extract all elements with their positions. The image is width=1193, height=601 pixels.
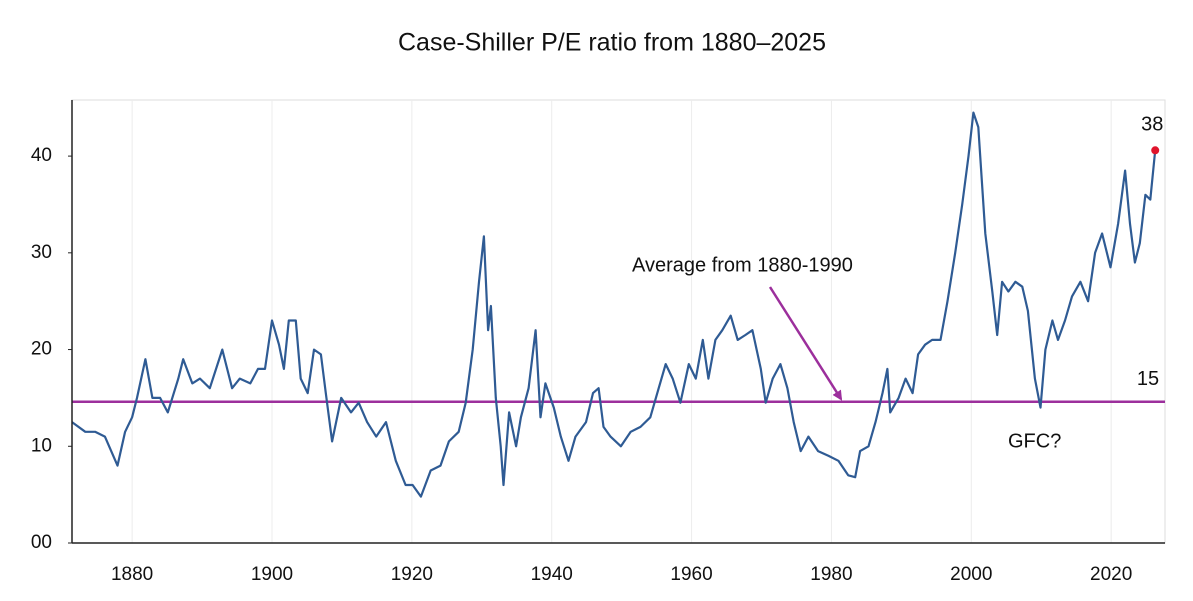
x-tick-label: 1940 [531, 564, 573, 585]
x-tick-label: 1900 [251, 564, 293, 585]
end-label: 38 [1141, 114, 1163, 136]
reference: 15 [72, 368, 1165, 404]
end-marker [1151, 146, 1160, 155]
plot-frame [71, 99, 1166, 544]
annotation-arrow [768, 286, 843, 401]
y-tick-label: 10 [31, 435, 52, 456]
line [71, 111, 1157, 498]
grid [131, 100, 1112, 543]
y-tick-label: 20 [31, 339, 52, 360]
ticks: 00 10 20 30 40 1880 1900 1920 1940 1960 1980 2000 20… [31, 145, 1132, 585]
lines: 38 [71, 111, 1163, 498]
x-tick-label: 1960 [670, 564, 712, 585]
x-tick-label: 1880 [111, 564, 153, 585]
annotation: Average from 1880-1990 [632, 254, 853, 276]
y-tick-label: 00 [31, 532, 52, 553]
x-tick-label: 2020 [1090, 564, 1132, 585]
y-tick-label: 40 [31, 145, 52, 166]
x-tick-label: 1920 [391, 564, 433, 585]
x-tick-label: 2000 [950, 564, 992, 585]
x-tick-label: 1980 [810, 564, 852, 585]
annotation: GFC? [1008, 430, 1061, 452]
average-label: 15 [1137, 368, 1159, 390]
y-tick-label: 30 [31, 242, 52, 263]
chart-title: Case-Shiller P/E ratio from 1880–2025 [398, 29, 826, 57]
